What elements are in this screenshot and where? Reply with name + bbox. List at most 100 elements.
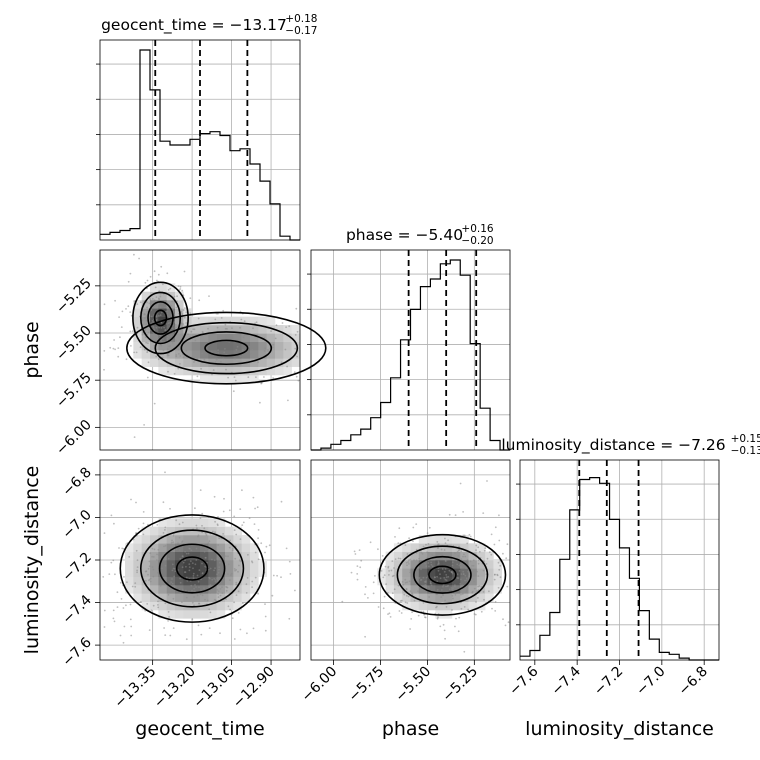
joint-geocent-time-vs-luminosity-distance-sample-point bbox=[205, 548, 207, 550]
joint-geocent-time-vs-luminosity-distance-sample-point bbox=[179, 558, 182, 560]
joint-geocent-time-vs-luminosity-distance-sample-point bbox=[196, 527, 198, 530]
joint-phase-vs-luminosity-distance-sample-point bbox=[409, 628, 411, 630]
joint-geocent-time-vs-phase-sample-point bbox=[155, 355, 158, 358]
joint-phase-vs-luminosity-distance-sample-point bbox=[391, 575, 394, 578]
joint-geocent-time-vs-phase-sample-point bbox=[297, 379, 300, 382]
joint-geocent-time-vs-phase-sample-point bbox=[151, 319, 154, 322]
joint-phase-vs-luminosity-distance-sample-point bbox=[408, 563, 410, 565]
joint-geocent-time-vs-luminosity-distance-density-cell bbox=[250, 568, 259, 577]
joint-geocent-time-vs-phase-density-cell bbox=[191, 325, 201, 334]
joint-geocent-time-vs-luminosity-distance-sample-point bbox=[171, 563, 174, 566]
joint-geocent-time-vs-luminosity-distance-sample-point bbox=[204, 598, 206, 601]
joint-geocent-time-vs-luminosity-distance-sample-point bbox=[198, 602, 200, 605]
joint-geocent-time-vs-luminosity-distance-density-cell bbox=[225, 526, 234, 536]
joint-phase-vs-luminosity-distance-density-cell bbox=[493, 576, 503, 586]
joint-geocent-time-vs-luminosity-distance-sample-point bbox=[188, 563, 191, 565]
joint-phase-vs-luminosity-distance-density-cell bbox=[435, 535, 444, 544]
joint-geocent-time-vs-phase-sample-point bbox=[167, 306, 169, 309]
joint-geocent-time-vs-phase-sample-point bbox=[149, 298, 152, 301]
joint-phase-vs-luminosity-distance-density-cell bbox=[402, 576, 411, 586]
joint-geocent-time-vs-phase-density-cell bbox=[200, 366, 209, 376]
joint-geocent-time-vs-luminosity-distance-density-cell bbox=[133, 585, 142, 594]
joint-geocent-time-vs-luminosity-distance-sample-point bbox=[192, 577, 195, 579]
joint-geocent-time-vs-luminosity-distance-density-cell bbox=[158, 568, 167, 577]
joint-geocent-time-vs-luminosity-distance-density-cell bbox=[166, 568, 176, 577]
joint-geocent-time-vs-luminosity-distance-density-cell bbox=[183, 560, 192, 569]
joint-geocent-time-vs-phase-sample-point bbox=[259, 401, 261, 404]
joint-geocent-time-vs-luminosity-distance-sample-point bbox=[135, 501, 137, 504]
joint-geocent-time-vs-phase-density-cell bbox=[175, 291, 184, 301]
joint-phase-vs-luminosity-distance-sample-point bbox=[494, 600, 497, 603]
joint-phase-vs-luminosity-distance-sample-point bbox=[429, 582, 432, 585]
joint-phase-vs-luminosity-distance-sample-point bbox=[439, 557, 442, 560]
joint-geocent-time-vs-luminosity-distance-sample-point bbox=[132, 538, 135, 541]
joint-geocent-time-vs-phase-sample-point bbox=[159, 334, 162, 337]
joint-geocent-time-vs-phase-density-cell bbox=[175, 316, 184, 326]
joint-geocent-time-vs-phase-sample-point bbox=[198, 299, 201, 302]
joint-phase-vs-luminosity-distance-density-cell bbox=[443, 560, 453, 569]
joint-phase-vs-luminosity-distance-sample-point bbox=[462, 573, 465, 575]
joint-geocent-time-vs-luminosity-distance-sample-point bbox=[276, 574, 278, 577]
joint-geocent-time-vs-phase-sample-point bbox=[234, 379, 237, 382]
joint-geocent-time-vs-luminosity-distance-sample-point bbox=[192, 575, 195, 577]
joint-geocent-time-vs-luminosity-distance-sample-point bbox=[136, 559, 139, 562]
joint-geocent-time-vs-luminosity-distance-sample-point bbox=[216, 589, 219, 591]
joint-phase-vs-luminosity-distance-sample-point bbox=[443, 577, 446, 579]
joint-geocent-time-vs-phase-density-cell bbox=[208, 325, 217, 334]
joint-phase-vs-luminosity-distance-sample-point bbox=[473, 570, 475, 572]
joint-geocent-time-vs-phase-density-cell bbox=[283, 350, 292, 359]
joint-phase-vs-luminosity-distance-contour-0-1 bbox=[396, 545, 489, 605]
joint-phase-vs-luminosity-distance-sample-point bbox=[424, 616, 426, 618]
joint-phase-vs-luminosity-distance-density-cell bbox=[385, 576, 395, 586]
joint-geocent-time-vs-luminosity-distance-sample-point bbox=[183, 571, 186, 573]
joint-phase-vs-luminosity-distance-density-cell bbox=[485, 593, 494, 602]
joint-geocent-time-vs-phase-sample-point bbox=[183, 270, 186, 273]
joint-phase-vs-luminosity-distance-sample-point bbox=[482, 512, 485, 514]
joint-phase-vs-luminosity-distance-sample-point bbox=[430, 563, 433, 566]
joint-phase-vs-luminosity-distance-sample-point bbox=[464, 574, 467, 577]
joint-geocent-time-vs-luminosity-distance-density-cell bbox=[141, 543, 151, 552]
joint-phase-vs-luminosity-distance-sample-point bbox=[417, 614, 420, 617]
joint-geocent-time-vs-luminosity-distance-sample-point bbox=[110, 514, 113, 517]
joint-geocent-time-vs-luminosity-distance-density-cell bbox=[208, 518, 217, 527]
joint-phase-vs-luminosity-distance-sample-point bbox=[353, 550, 356, 553]
joint-phase-vs-luminosity-distance-sample-point bbox=[473, 580, 475, 583]
joint-geocent-time-vs-luminosity-distance-sample-point bbox=[217, 592, 220, 595]
joint-geocent-time-vs-phase-density-cell bbox=[225, 366, 234, 376]
joint-geocent-time-vs-luminosity-distance-density-cell bbox=[141, 526, 151, 536]
joint-geocent-time-vs-luminosity-distance-sample-point bbox=[254, 507, 256, 510]
joint-phase-vs-luminosity-distance-sample-point bbox=[451, 609, 453, 611]
joint-geocent-time-vs-luminosity-distance-sample-point bbox=[238, 564, 240, 567]
joint-geocent-time-vs-luminosity-distance-sample-point bbox=[204, 556, 207, 559]
joint-geocent-time-vs-luminosity-distance-sample-point bbox=[213, 598, 216, 601]
joint-geocent-time-vs-luminosity-distance-sample-point bbox=[160, 580, 162, 583]
joint-geocent-time-vs-phase-sample-point bbox=[158, 290, 161, 293]
joint-phase-vs-luminosity-distance-density-cell bbox=[393, 585, 403, 594]
joint-phase-vs-luminosity-distance-sample-point bbox=[496, 573, 499, 576]
joint-geocent-time-vs-phase-frame bbox=[99, 249, 301, 451]
joint-geocent-time-vs-phase-density-cell bbox=[241, 366, 251, 376]
joint-geocent-time-vs-phase-sample-point bbox=[210, 351, 213, 353]
joint-geocent-time-vs-luminosity-distance-sample-point bbox=[209, 592, 212, 594]
joint-geocent-time-vs-phase-sample-point bbox=[152, 321, 154, 324]
joint-geocent-time-vs-luminosity-distance-density-cell bbox=[183, 568, 192, 577]
joint-phase-vs-luminosity-distance-sample-point bbox=[454, 584, 456, 586]
joint-phase-vs-luminosity-distance-sample-point bbox=[437, 560, 440, 563]
joint-geocent-time-vs-luminosity-distance-density-cell bbox=[133, 560, 142, 569]
joint-geocent-time-vs-phase-sample-point bbox=[157, 273, 160, 276]
joint-geocent-time-vs-phase-sample-point bbox=[167, 288, 170, 291]
joint-phase-vs-luminosity-distance-sample-point bbox=[374, 575, 376, 577]
joint-phase-vs-luminosity-distance-sample-point bbox=[498, 514, 500, 517]
joint-phase-vs-luminosity-distance-sample-point bbox=[455, 559, 458, 562]
joint-phase-vs-luminosity-distance-sample-point bbox=[408, 580, 411, 583]
joint-phase-vs-luminosity-distance-sample-point bbox=[499, 576, 502, 579]
joint-geocent-time-vs-luminosity-distance-sample-point bbox=[126, 581, 128, 584]
joint-geocent-time-vs-phase-contour-1-1 bbox=[154, 321, 299, 375]
joint-phase-vs-luminosity-distance-sample-point bbox=[441, 568, 444, 570]
joint-geocent-time-vs-luminosity-distance-sample-point bbox=[123, 576, 125, 578]
joint-phase-vs-luminosity-distance-density-cell bbox=[451, 535, 461, 544]
joint-phase-vs-luminosity-distance-sample-point bbox=[454, 514, 457, 516]
joint-geocent-time-vs-luminosity-distance-density-cell bbox=[166, 526, 176, 536]
xtick-label-geocent-time: −12.90 bbox=[230, 664, 278, 712]
joint-geocent-time-vs-luminosity-distance-sample-point bbox=[208, 576, 211, 579]
